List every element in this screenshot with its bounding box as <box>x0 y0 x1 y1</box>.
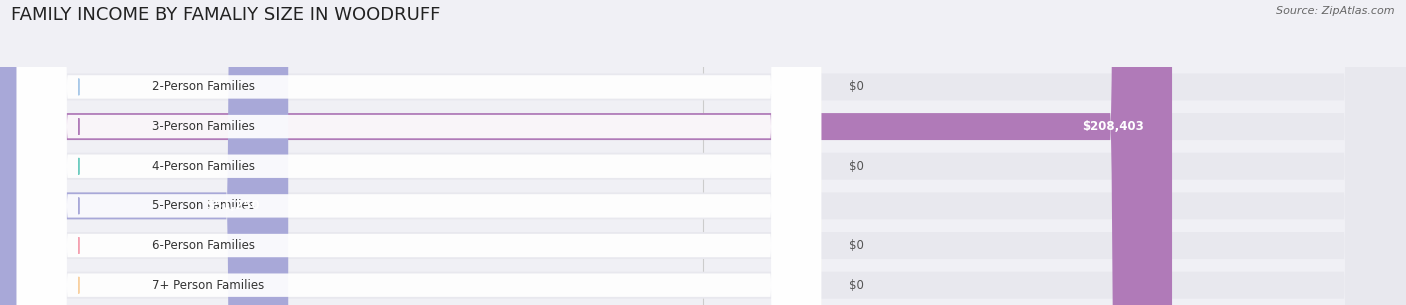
FancyBboxPatch shape <box>17 0 821 305</box>
Text: $51,250: $51,250 <box>207 199 260 212</box>
Text: $0: $0 <box>849 279 865 292</box>
Text: $0: $0 <box>849 239 865 252</box>
FancyBboxPatch shape <box>17 0 821 305</box>
FancyBboxPatch shape <box>0 0 1173 305</box>
FancyBboxPatch shape <box>0 0 288 305</box>
Text: 3-Person Families: 3-Person Families <box>152 120 254 133</box>
Text: 4-Person Families: 4-Person Families <box>152 160 254 173</box>
Text: 2-Person Families: 2-Person Families <box>152 81 254 93</box>
FancyBboxPatch shape <box>17 0 821 305</box>
Text: $0: $0 <box>849 81 865 93</box>
Text: 5-Person Families: 5-Person Families <box>152 199 254 212</box>
FancyBboxPatch shape <box>17 0 821 305</box>
FancyBboxPatch shape <box>17 0 821 305</box>
Text: $208,403: $208,403 <box>1083 120 1144 133</box>
FancyBboxPatch shape <box>17 0 821 305</box>
Text: FAMILY INCOME BY FAMALIY SIZE IN WOODRUFF: FAMILY INCOME BY FAMALIY SIZE IN WOODRUF… <box>11 6 440 24</box>
Text: 6-Person Families: 6-Person Families <box>152 239 254 252</box>
Text: 7+ Person Families: 7+ Person Families <box>152 279 264 292</box>
Text: Source: ZipAtlas.com: Source: ZipAtlas.com <box>1277 6 1395 16</box>
Text: $0: $0 <box>849 160 865 173</box>
